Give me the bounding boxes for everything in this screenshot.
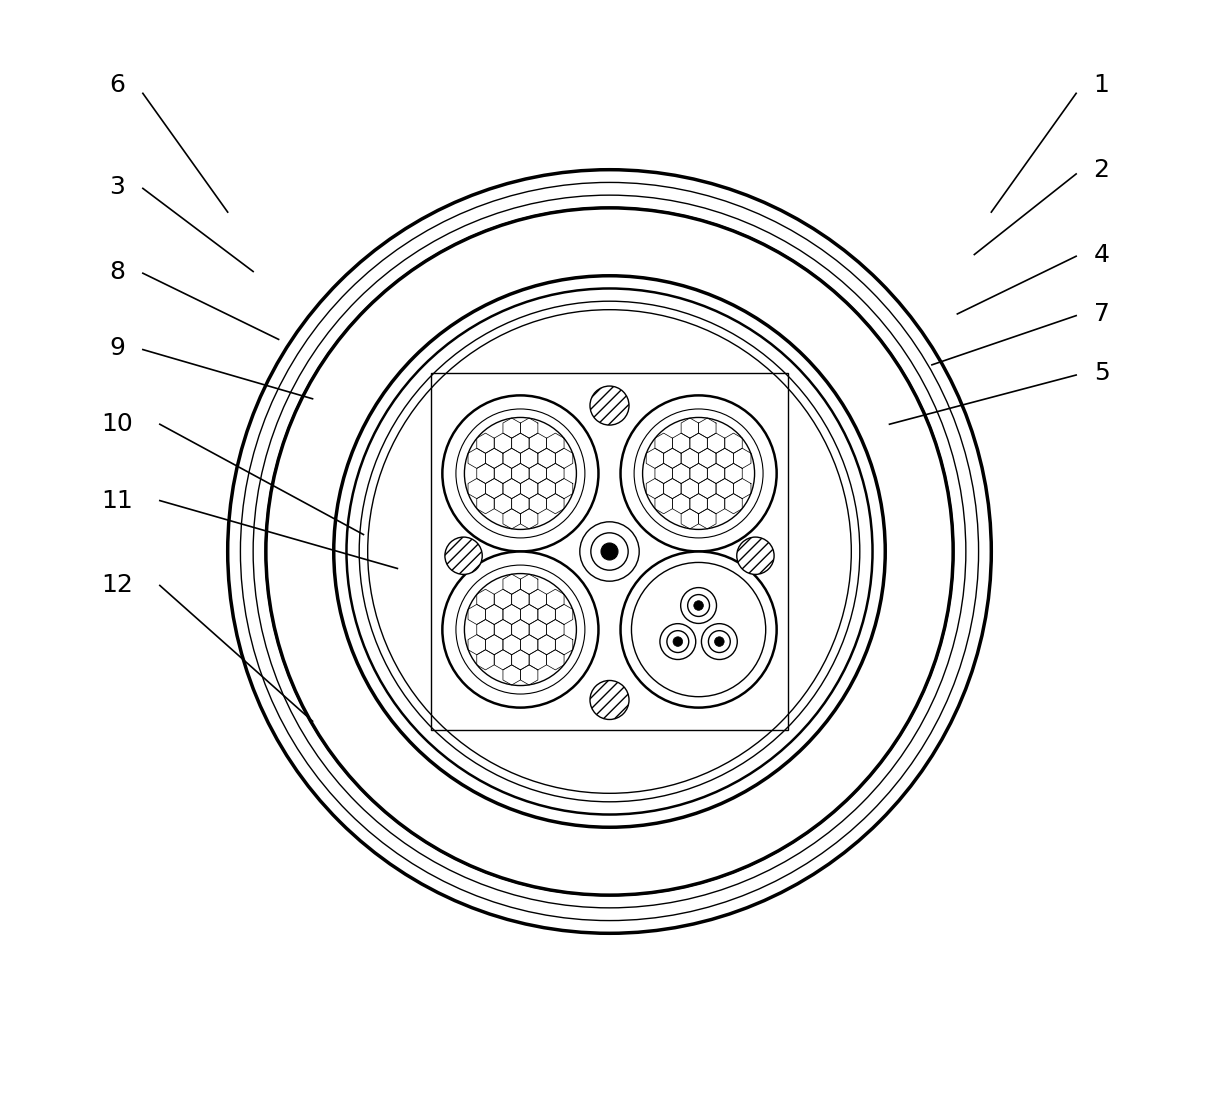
- Text: 8: 8: [110, 259, 126, 283]
- Bar: [432, 373, 787, 730]
- Circle shape: [266, 207, 953, 896]
- Circle shape: [456, 409, 585, 538]
- Text: 6: 6: [110, 73, 126, 97]
- Circle shape: [254, 195, 965, 908]
- Circle shape: [680, 588, 717, 623]
- Circle shape: [714, 636, 724, 646]
- Circle shape: [445, 537, 483, 575]
- Circle shape: [240, 182, 979, 921]
- Circle shape: [620, 395, 777, 552]
- Circle shape: [456, 565, 585, 694]
- Circle shape: [688, 595, 709, 617]
- Circle shape: [736, 537, 774, 575]
- Circle shape: [442, 395, 599, 552]
- Circle shape: [228, 170, 991, 933]
- Circle shape: [464, 417, 577, 529]
- Circle shape: [442, 552, 599, 708]
- Text: 2: 2: [1093, 158, 1109, 182]
- Circle shape: [667, 631, 689, 653]
- Text: 10: 10: [101, 413, 133, 436]
- Circle shape: [368, 310, 851, 793]
- Circle shape: [590, 386, 629, 425]
- Circle shape: [601, 543, 618, 560]
- Circle shape: [591, 533, 628, 570]
- Text: 9: 9: [110, 336, 126, 360]
- Text: 11: 11: [101, 489, 133, 513]
- PathPatch shape: [266, 207, 953, 896]
- Circle shape: [360, 301, 859, 802]
- Circle shape: [346, 289, 873, 814]
- Circle shape: [694, 601, 703, 610]
- Circle shape: [642, 417, 755, 529]
- Text: 3: 3: [110, 174, 126, 199]
- Circle shape: [701, 623, 737, 660]
- Text: 4: 4: [1093, 243, 1109, 267]
- Circle shape: [620, 552, 777, 708]
- Text: 12: 12: [101, 574, 133, 598]
- Circle shape: [659, 623, 696, 660]
- Text: 7: 7: [1093, 302, 1109, 325]
- Circle shape: [673, 636, 683, 646]
- Circle shape: [634, 409, 763, 538]
- Circle shape: [580, 522, 639, 581]
- Circle shape: [708, 631, 730, 653]
- Circle shape: [590, 681, 629, 719]
- Text: 5: 5: [1093, 362, 1109, 385]
- Circle shape: [464, 574, 577, 686]
- Text: 1: 1: [1093, 73, 1109, 97]
- Circle shape: [334, 276, 885, 827]
- Circle shape: [631, 563, 766, 697]
